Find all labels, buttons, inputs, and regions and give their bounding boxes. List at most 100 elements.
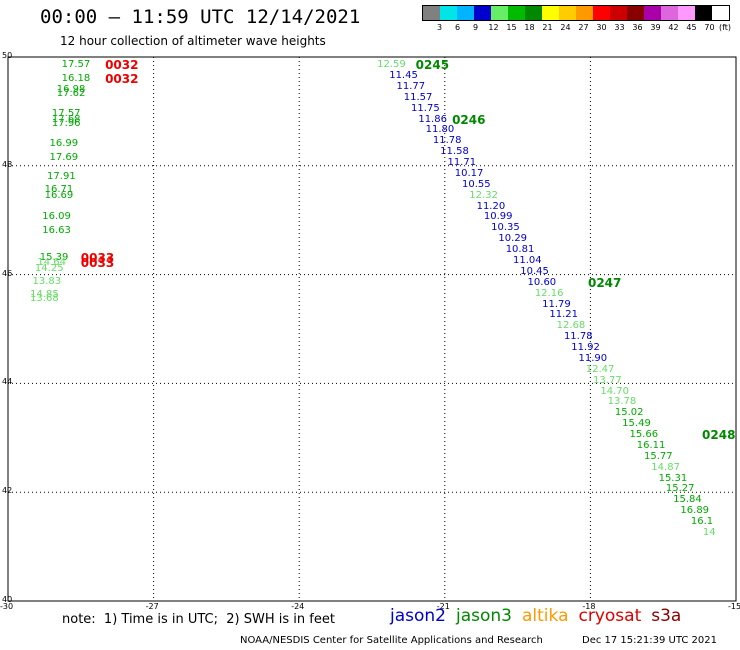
legend-swatch bbox=[491, 6, 508, 20]
latitude-tick-label: 44 bbox=[2, 377, 13, 387]
legend-swatch bbox=[525, 6, 542, 20]
wave-height-reading: 15.77 bbox=[644, 450, 673, 462]
wave-height-reading: 11.78 bbox=[563, 331, 593, 343]
latitude-tick-label: 40 bbox=[2, 595, 13, 604]
legend-swatch bbox=[576, 6, 593, 20]
pass-time-label: 0245 bbox=[415, 58, 450, 73]
wave-height-reading: 12.59 bbox=[377, 59, 406, 71]
legend-label: 9 bbox=[472, 23, 479, 32]
wave-height-reading: 10.81 bbox=[505, 244, 535, 256]
legend-label: 6 bbox=[454, 23, 461, 32]
pass-time-label: 0248 bbox=[702, 428, 736, 443]
color-legend: 3 6 9 12 15 18 21 24 27 30 33 36 39 42 45 70 (ft) bbox=[422, 5, 740, 35]
legend-labels: 3 6 9 12 15 18 21 24 27 30 33 36 39 42 45 70 (ft) bbox=[422, 23, 740, 35]
latitude-tick-label: 48 bbox=[2, 159, 13, 169]
wave-height-reading: 11.20 bbox=[476, 200, 506, 212]
wave-height-reading: 10.60 bbox=[527, 276, 557, 288]
map-subtitle: 12 hour collection of altimeter wave hei… bbox=[60, 34, 326, 48]
wave-height-reading: 10.99 bbox=[483, 211, 513, 223]
wave-height-reading: 13.78 bbox=[607, 396, 637, 408]
legend-swatch bbox=[559, 6, 576, 20]
legend-swatch bbox=[440, 6, 457, 20]
wave-height-reading: 11.21 bbox=[549, 309, 579, 321]
wave-height-reading: 14.85 bbox=[30, 289, 59, 301]
legend-label: 15 bbox=[506, 23, 517, 32]
legend-label: 12 bbox=[488, 23, 499, 32]
wave-height-reading: 11.77 bbox=[396, 80, 426, 92]
legend-swatch bbox=[678, 6, 695, 20]
map-frame bbox=[7, 56, 737, 602]
legend-swatch bbox=[610, 6, 627, 20]
wave-height-reading: 17.62 bbox=[56, 87, 86, 99]
wave-height-reading: 16.71 bbox=[44, 184, 74, 196]
satellite-name-s3a: s3a bbox=[651, 606, 682, 626]
wave-height-reading: 17.69 bbox=[49, 151, 79, 163]
pass-time-label: 0032 bbox=[105, 58, 139, 73]
generated-timestamp: Dec 17 15:21:39 UTC 2021 bbox=[582, 635, 717, 646]
legend-label: 18 bbox=[524, 23, 535, 32]
pass-time-label: 0033 bbox=[80, 255, 115, 270]
legend-swatches bbox=[422, 5, 730, 21]
wave-height-reading: 15.27 bbox=[665, 483, 695, 495]
legend-swatch bbox=[661, 6, 678, 20]
wave-height-reading: 11.58 bbox=[440, 146, 469, 158]
legend-swatch bbox=[474, 6, 491, 20]
wave-height-reading: 11.71 bbox=[447, 157, 477, 169]
legend-swatch bbox=[457, 6, 474, 20]
wave-height-reading: 11.92 bbox=[571, 342, 600, 354]
legend-swatch bbox=[627, 6, 644, 20]
wave-height-reading: 16.99 bbox=[49, 138, 79, 150]
pass-time-label: 0247 bbox=[587, 275, 622, 290]
pass-time-label: 0033 bbox=[80, 251, 115, 266]
legend-label: 42 bbox=[668, 23, 679, 32]
wave-height-reading: 12.32 bbox=[469, 189, 498, 201]
legend-label: 45 bbox=[686, 23, 697, 32]
satellite-name-jason3: jason3 bbox=[456, 606, 512, 626]
legend-swatch bbox=[644, 6, 661, 20]
wave-height-reading: 11.86 bbox=[418, 113, 447, 125]
wave-height-reading: 16.69 bbox=[44, 189, 74, 201]
wave-height-reading: 15.31 bbox=[658, 472, 688, 484]
longitude-tick-label: -21 bbox=[436, 602, 450, 611]
wave-height-reading: 17.57 bbox=[51, 108, 81, 120]
wave-height-reading: 11.04 bbox=[512, 255, 542, 266]
wave-height-reading: 15.39 bbox=[39, 252, 69, 264]
legend-label: 24 bbox=[560, 23, 571, 32]
longitude-tick-label: -18 bbox=[582, 602, 596, 611]
wave-height-reading: 10.55 bbox=[462, 178, 491, 190]
wave-height-reading: 17.68 bbox=[51, 113, 81, 125]
wave-height-reading: 10.35 bbox=[491, 222, 520, 234]
wave-height-reading: 16.89 bbox=[680, 505, 710, 517]
wave-height-reading: 16.11 bbox=[636, 439, 666, 451]
latitude-tick-label: 46 bbox=[2, 268, 13, 278]
units-note: note: 1) Time is in UTC; 2) SWH is in fe… bbox=[62, 612, 335, 627]
credit-footer: NOAA/NESDIS Center for Satellite Applica… bbox=[240, 635, 543, 646]
wave-height-reading: 14 bbox=[702, 527, 716, 538]
wave-height-reading: 17.91 bbox=[47, 170, 76, 182]
wave-height-reading: 15.84 bbox=[673, 494, 702, 506]
wave-height-reading: 17.96 bbox=[51, 117, 81, 129]
latitude-tick-label: 42 bbox=[2, 486, 13, 496]
latitude-tick-label: 50 bbox=[2, 51, 13, 60]
wave-height-reading: 16.09 bbox=[42, 211, 71, 223]
wave-height-reading: 15.02 bbox=[614, 407, 644, 419]
longitude-tick-label: -15 bbox=[728, 602, 740, 611]
wave-height-reading: 16.18 bbox=[61, 72, 91, 84]
legend-label: 70 bbox=[704, 23, 715, 32]
wave-height-reading: 14.87 bbox=[651, 461, 680, 473]
wave-height-reading: 15.49 bbox=[622, 418, 651, 430]
legend-label: 3 bbox=[436, 23, 443, 32]
legend-label: 27 bbox=[578, 23, 589, 32]
legend-swatch bbox=[695, 6, 712, 20]
wave-height-reading: 16.98 bbox=[56, 83, 86, 95]
map-title: 00:00 – 11:59 UTC 12/14/2021 bbox=[40, 6, 361, 28]
satellite-name-altika: altika bbox=[522, 606, 569, 626]
legend-swatch bbox=[423, 6, 440, 20]
satellite-name-cryosat: cryosat bbox=[578, 606, 642, 626]
wave-height-reading: 14.25 bbox=[34, 263, 64, 275]
wave-height-reading: 11.79 bbox=[542, 298, 571, 310]
legend-label: 33 bbox=[614, 23, 625, 32]
wave-height-reading: 14.70 bbox=[600, 385, 629, 397]
wave-height-reading: 12.16 bbox=[534, 287, 564, 299]
